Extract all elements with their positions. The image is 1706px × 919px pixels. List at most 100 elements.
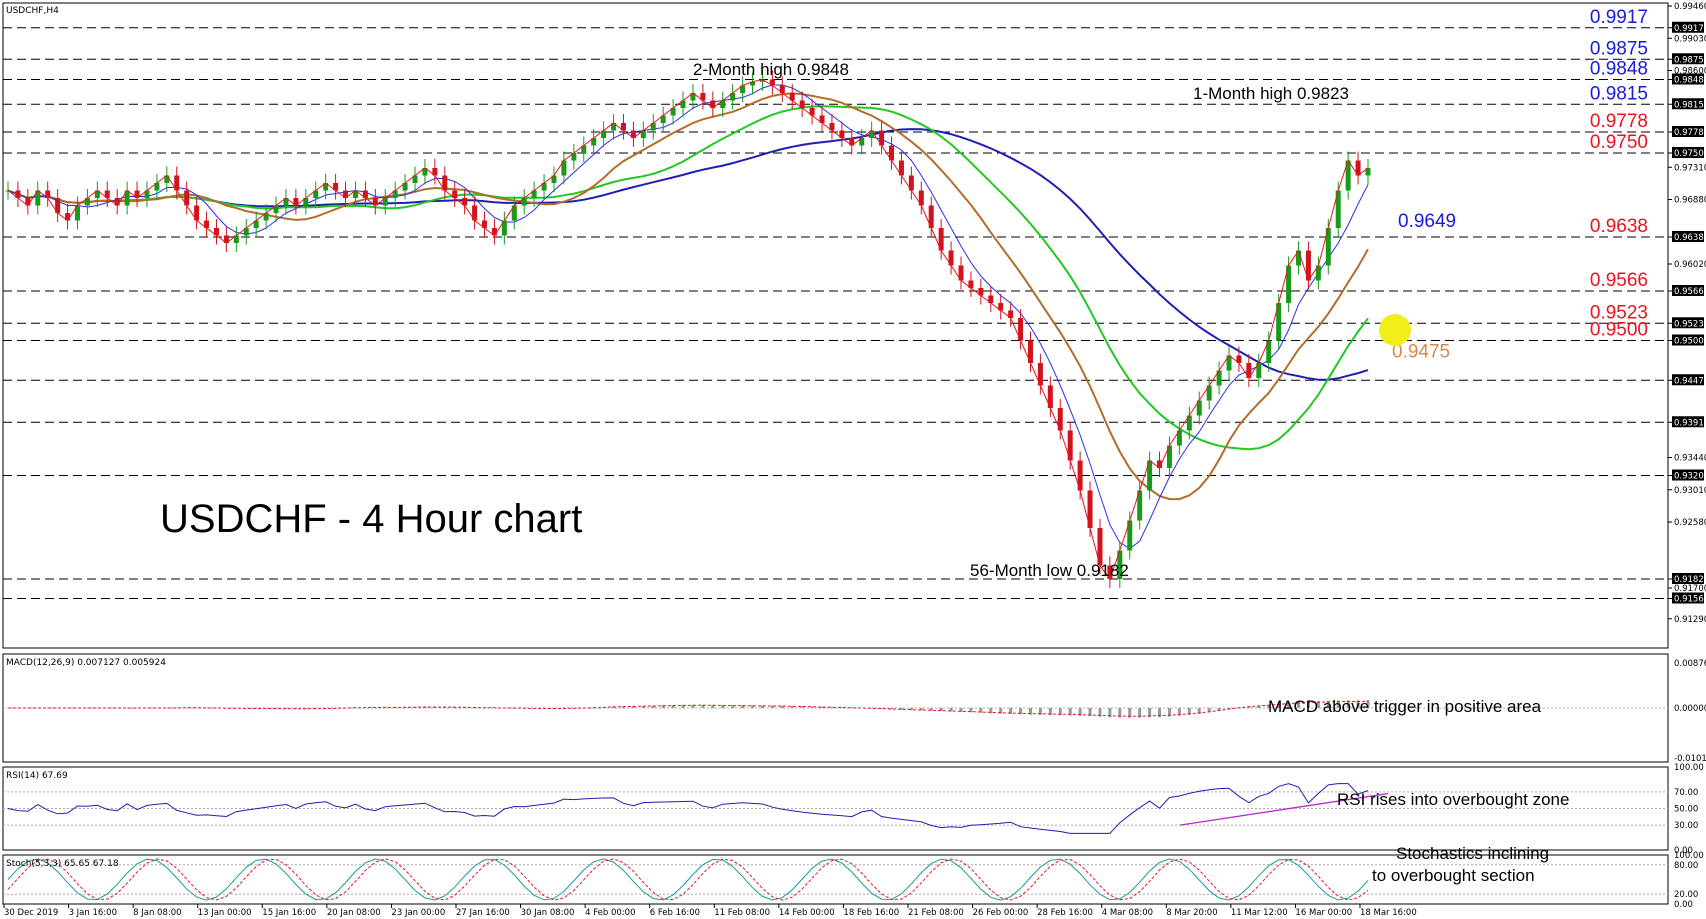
candle-body: [601, 130, 607, 138]
candle-body: [1186, 415, 1192, 431]
candle-body: [194, 205, 200, 221]
time-tick-label: 13 Jan 00:00: [198, 908, 252, 918]
candle-body: [233, 235, 239, 243]
candle-body: [640, 130, 646, 138]
candle-body: [1256, 363, 1262, 378]
candle-body: [243, 228, 249, 236]
candle-body: [1286, 265, 1292, 303]
candle-body: [1107, 565, 1113, 579]
candle-body: [94, 190, 100, 198]
level-label: 0.9875: [1590, 38, 1648, 59]
candle-body: [293, 198, 299, 206]
sma-50: [7, 92, 1369, 501]
price-tick-box: [1672, 98, 1704, 110]
time-tick-label: 23 Jan 00:00: [391, 908, 445, 918]
candle-body: [213, 228, 219, 236]
candle-body: [611, 123, 617, 131]
candle-body: [650, 123, 656, 131]
candle-body: [839, 130, 845, 138]
candle-body: [1127, 520, 1133, 551]
stoch-annotation-line2: to overbought section: [1372, 866, 1535, 885]
level-label: 0.9523: [1590, 302, 1648, 323]
macd-tick-label: 0.008765: [1674, 659, 1706, 669]
price-tick-label: 0.98150: [1674, 100, 1706, 110]
candle-body: [869, 130, 875, 138]
rsi-tick-label: 30.00: [1674, 821, 1698, 831]
price-tick-box: [1672, 126, 1704, 137]
price-tick-label: 0.99170: [1674, 24, 1706, 34]
candle-body: [432, 168, 438, 176]
price-tick-label: 0.91820: [1674, 575, 1706, 585]
candle-body: [481, 220, 487, 228]
level-label: 0.9778: [1590, 111, 1648, 132]
macd-annotation: MACD above trigger in positive area: [1268, 697, 1542, 716]
price-tick-box: [1672, 285, 1704, 296]
candle-body: [501, 220, 507, 236]
candle-body: [263, 213, 269, 221]
price-tick-label: 0.97310: [1674, 163, 1706, 173]
price-tick-box: [1672, 374, 1704, 386]
time-tick-label: 28 Feb 16:00: [1037, 908, 1093, 918]
candle-body: [1266, 340, 1272, 363]
stoch-d-line: [7, 858, 1369, 901]
price-tick-label: 0.92580: [1674, 518, 1706, 528]
candle-body: [1276, 303, 1282, 341]
candle-body: [134, 190, 140, 198]
candle-body: [630, 130, 636, 138]
candle-body: [928, 205, 934, 228]
level-label: 0.9566: [1590, 270, 1648, 291]
highlight-marker: [1379, 314, 1411, 346]
price-tick-box: [1672, 317, 1704, 329]
stoch-k-line: [7, 858, 1369, 901]
candle-body: [660, 115, 666, 123]
candle-body: [829, 123, 835, 131]
candle-body: [1315, 265, 1321, 281]
time-tick-label: 20 Jan 08:00: [327, 908, 381, 918]
candle-body: [591, 138, 597, 146]
candle-body: [908, 175, 914, 191]
stoch-label: Stoch(5,3,3) 65.65 67.18: [6, 859, 119, 869]
price-tick-box: [1672, 334, 1704, 346]
macd-tick-label: -0.010106: [1674, 754, 1706, 764]
price-series: [5, 70, 1371, 588]
price-tick-label: 0.95660: [1674, 287, 1706, 297]
time-tick-label: 30 Jan 08:00: [521, 908, 575, 918]
candle-body: [889, 145, 895, 161]
rsi-label: RSI(14) 67.69: [6, 771, 68, 781]
price-tick-label: 0.98600: [1674, 67, 1706, 77]
candle-body: [730, 93, 736, 101]
price-tick-label: 0.98480: [1674, 76, 1706, 86]
candle-body: [392, 190, 398, 198]
time-tick-label: 4 Mar 08:00: [1102, 908, 1153, 918]
candle-body: [84, 198, 90, 206]
candle-body: [809, 108, 815, 116]
candle-body: [204, 220, 210, 228]
rsi-annotation: RSI rises into overbought zone: [1337, 790, 1569, 809]
level-label: 0.9638: [1590, 216, 1648, 237]
candle-body: [154, 183, 160, 191]
candle-body: [144, 190, 150, 198]
candle-body: [918, 190, 924, 206]
candle-body: [164, 175, 170, 183]
candle-body: [253, 220, 259, 228]
candle-body: [769, 79, 775, 86]
candle-body: [859, 138, 865, 146]
candle-body: [720, 100, 726, 108]
candle-body: [1057, 408, 1063, 431]
candle-body: [680, 100, 686, 108]
time-tick-label: 30 Dec 2019: [4, 908, 58, 918]
candle-body: [452, 190, 458, 198]
price-tick-label: 0.93910: [1674, 418, 1706, 428]
price-tick-label: 0.95230: [1674, 319, 1706, 329]
price-tick-label: 0.96380: [1674, 233, 1706, 243]
macd-signal-line: [8, 700, 1369, 717]
candle-body: [620, 123, 626, 131]
price-levels: 0.9917 0.98750.9848 0.9815 0.97780.9750 0.96…: [3, 7, 1668, 599]
candle-body: [303, 198, 309, 206]
candle-body: [333, 183, 339, 191]
candle-body: [1008, 310, 1014, 318]
candle-body: [789, 93, 795, 101]
candle-body: [740, 85, 746, 93]
time-tick-label: 18 Mar 16:00: [1360, 908, 1417, 918]
